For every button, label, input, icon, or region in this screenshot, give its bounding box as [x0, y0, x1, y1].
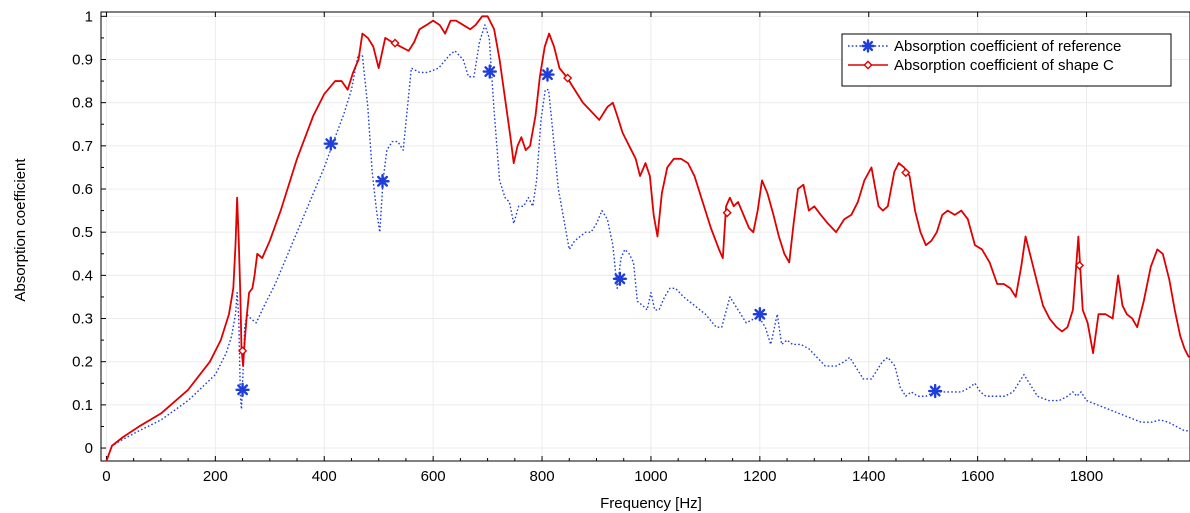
x-tick-label: 0: [102, 468, 110, 485]
y-tick-label: 0.4: [72, 267, 93, 284]
y-axis-title: Absorption coefficient: [12, 158, 29, 302]
legend-entry: Absorption coefficient of shape C: [848, 57, 1114, 74]
x-tick-label: 1200: [743, 468, 776, 485]
data-point-marker: [390, 38, 400, 48]
x-tick-label: 1800: [1070, 468, 1103, 485]
x-tick-label: 600: [421, 468, 446, 485]
legend-label: Absorption coefficient of shape C: [894, 57, 1114, 74]
data-point-marker: [901, 168, 911, 178]
y-tick-label: 1: [85, 8, 93, 25]
y-tick-label: 0: [85, 440, 93, 457]
y-tick-label: 0.3: [72, 311, 93, 328]
y-tick-label: 0.6: [72, 181, 93, 198]
data-point-marker: [752, 307, 768, 322]
data-point-marker: [612, 271, 628, 287]
y-tick-label: 0.8: [72, 95, 93, 112]
legend: Absorption coefficient of reference Absor…: [841, 33, 1172, 87]
x-tick-label: 800: [530, 468, 555, 485]
x-tick-label: 1000: [634, 468, 667, 485]
y-tick-label: 0.1: [72, 397, 93, 414]
data-point-marker: [927, 383, 943, 399]
plot-frame: [100, 11, 1190, 462]
data-point-marker: [540, 67, 555, 82]
series-reference: [105, 24, 1189, 462]
data-point-marker: [482, 64, 497, 79]
data-point-marker: [563, 73, 573, 83]
x-tick-label: 1600: [961, 468, 994, 485]
axis-ticks: 0 200 400 600 800 1000 1200 1400 1600 1800 0 0.1 0.2…: [72, 8, 1169, 485]
grid: [101, 12, 1190, 461]
x-tick-label: 400: [312, 468, 337, 485]
x-axis-title: Frequency [Hz]: [600, 495, 702, 512]
series-group: [105, 15, 1190, 462]
legend-marker-asterisk: [861, 39, 875, 53]
data-point-marker: [375, 174, 390, 189]
data-point-marker: [235, 382, 250, 397]
data-point-marker: [237, 346, 248, 356]
y-tick-label: 0.7: [72, 138, 93, 155]
y-tick-label: 0.2: [72, 354, 93, 371]
series-line-shape-c: [105, 15, 1190, 462]
data-point-marker: [323, 136, 338, 151]
legend-box: [841, 33, 1172, 87]
series-shape-c: [105, 15, 1190, 462]
x-tick-label: 200: [203, 468, 228, 485]
x-tick-label: 1400: [852, 468, 885, 485]
legend-marker-diamond: [863, 60, 873, 70]
data-point-marker: [1074, 260, 1085, 271]
legend-label: Absorption coefficient of reference: [894, 38, 1121, 55]
series-line-reference: [105, 24, 1189, 462]
data-point-marker: [722, 208, 732, 218]
y-tick-label: 0.5: [72, 224, 93, 241]
y-tick-label: 0.9: [72, 51, 93, 68]
legend-entry: Absorption coefficient of reference: [848, 38, 1121, 55]
